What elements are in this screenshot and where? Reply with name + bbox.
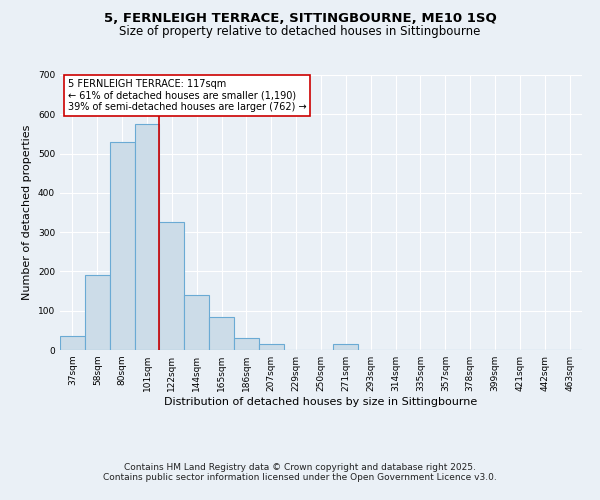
Bar [209,316,234,350]
Bar [160,222,184,350]
Bar [134,124,160,350]
Y-axis label: Number of detached properties: Number of detached properties [22,125,32,300]
Bar [259,344,284,350]
Text: Size of property relative to detached houses in Sittingbourne: Size of property relative to detached ho… [119,25,481,38]
Text: Contains HM Land Registry data © Crown copyright and database right 2025.: Contains HM Land Registry data © Crown c… [124,462,476,471]
Text: 5, FERNLEIGH TERRACE, SITTINGBOURNE, ME10 1SQ: 5, FERNLEIGH TERRACE, SITTINGBOURNE, ME1… [104,12,496,26]
Bar [85,276,110,350]
Bar [110,142,134,350]
Bar [334,344,358,350]
Text: Contains public sector information licensed under the Open Government Licence v3: Contains public sector information licen… [103,472,497,482]
Bar [184,295,209,350]
Text: 5 FERNLEIGH TERRACE: 117sqm
← 61% of detached houses are smaller (1,190)
39% of : 5 FERNLEIGH TERRACE: 117sqm ← 61% of det… [68,79,307,112]
X-axis label: Distribution of detached houses by size in Sittingbourne: Distribution of detached houses by size … [164,397,478,407]
Bar [60,336,85,350]
Bar [234,338,259,350]
